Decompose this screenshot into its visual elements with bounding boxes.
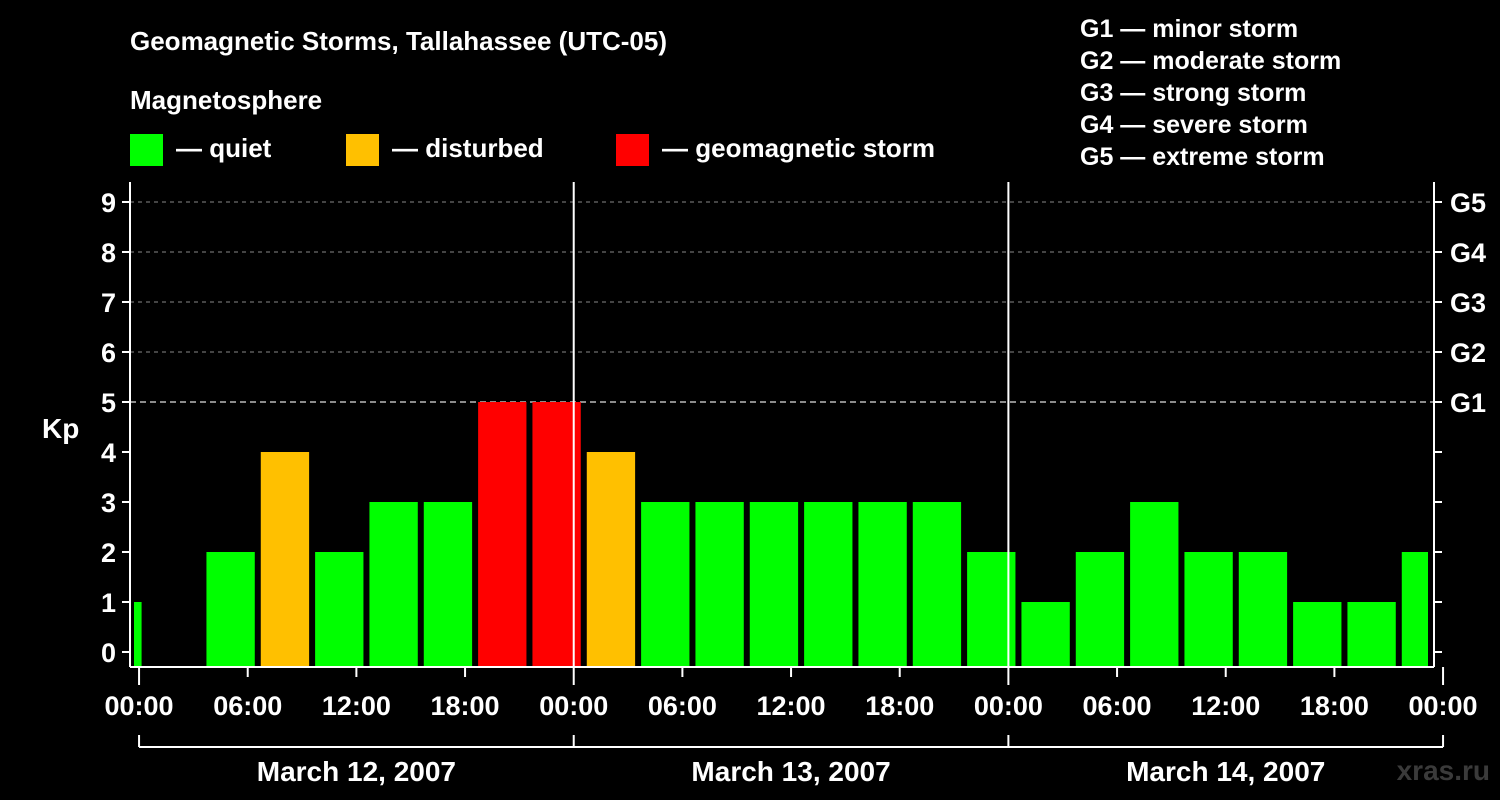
x-tick-label: 06:00 bbox=[213, 691, 282, 721]
kp-bar bbox=[858, 502, 907, 667]
kp-bar bbox=[134, 602, 142, 667]
kp-bar bbox=[369, 502, 418, 667]
scale-legend-g1: G1 — minor storm bbox=[1080, 15, 1298, 43]
g-level-label: G4 bbox=[1450, 238, 1486, 268]
x-tick-label: 06:00 bbox=[1083, 691, 1152, 721]
legend-label-disturbed: — disturbed bbox=[392, 133, 544, 163]
y-tick-label: 2 bbox=[101, 538, 116, 568]
kp-bar bbox=[749, 502, 799, 667]
kp-bar bbox=[1130, 502, 1179, 667]
kp-bar bbox=[1184, 552, 1233, 667]
legend-title: Magnetosphere bbox=[130, 85, 322, 115]
g-level-label: G2 bbox=[1450, 338, 1486, 368]
y-tick-label: 5 bbox=[101, 388, 116, 418]
kp-bar bbox=[206, 552, 255, 667]
kp-bar bbox=[423, 502, 473, 667]
day-label: March 13, 2007 bbox=[691, 756, 890, 787]
x-tick-label: 18:00 bbox=[431, 691, 500, 721]
legend-swatch-storm bbox=[616, 134, 649, 166]
y-tick-label: 7 bbox=[101, 288, 116, 318]
g-level-label: G5 bbox=[1450, 188, 1486, 218]
y-tick-label: 3 bbox=[101, 488, 116, 518]
x-tick-label: 00:00 bbox=[539, 691, 608, 721]
y-tick-label: 0 bbox=[101, 638, 116, 668]
x-tick-label: 06:00 bbox=[648, 691, 717, 721]
legend-label-quiet: — quiet bbox=[176, 133, 272, 163]
x-tick-label: 12:00 bbox=[322, 691, 391, 721]
bars bbox=[134, 402, 1428, 667]
y-tick-label: 6 bbox=[101, 338, 116, 368]
legend-swatch-quiet bbox=[130, 134, 163, 166]
day-label: March 12, 2007 bbox=[257, 756, 456, 787]
kp-bar bbox=[967, 552, 1016, 667]
watermark: xras.ru bbox=[1397, 755, 1490, 786]
scale-legend-g5: G5 — extreme storm bbox=[1080, 143, 1325, 171]
g-level-label: G3 bbox=[1450, 288, 1486, 318]
legend-swatch-disturbed bbox=[346, 134, 379, 166]
kp-bar bbox=[641, 502, 690, 667]
x-tick-label: 12:00 bbox=[757, 691, 826, 721]
kp-bar bbox=[1293, 602, 1342, 667]
y-axis-label: Kp bbox=[42, 413, 79, 444]
y-tick-label: 1 bbox=[101, 588, 116, 618]
kp-bar bbox=[1021, 602, 1070, 667]
kp-bar bbox=[912, 502, 962, 667]
kp-bar bbox=[586, 452, 636, 667]
chart-title: Geomagnetic Storms, Tallahassee (UTC-05) bbox=[130, 26, 667, 56]
x-tick-label: 00:00 bbox=[974, 691, 1043, 721]
day-label: March 14, 2007 bbox=[1126, 756, 1325, 787]
kp-bar bbox=[1238, 552, 1288, 667]
x-tick-label: 00:00 bbox=[1409, 691, 1478, 721]
scale-legend-g3: G3 — strong storm bbox=[1080, 79, 1306, 107]
legend-label-storm: — geomagnetic storm bbox=[662, 133, 935, 163]
kp-bar bbox=[315, 552, 364, 667]
kp-bar bbox=[1347, 602, 1396, 667]
scale-legend-g4: G4 — severe storm bbox=[1080, 111, 1308, 139]
kp-bar bbox=[1075, 552, 1125, 667]
axes: 0 1 2 3 4 5 6 7 8 9 G1 G2 G3 G4 G5 00:00 06:00 12:00 18:00… bbox=[101, 182, 1486, 787]
scale-legend-g2: G2 — moderate storm bbox=[1080, 47, 1341, 75]
kp-bar bbox=[695, 502, 744, 667]
g-level-label: G1 bbox=[1450, 388, 1486, 418]
x-tick-label: 18:00 bbox=[1300, 691, 1369, 721]
y-tick-label: 8 bbox=[101, 238, 116, 268]
x-tick-label: 00:00 bbox=[105, 691, 174, 721]
x-tick-label: 12:00 bbox=[1191, 691, 1260, 721]
y-tick-label: 9 bbox=[101, 188, 116, 218]
grid-lines bbox=[130, 201, 1434, 403]
kp-bar bbox=[1401, 552, 1428, 667]
y-tick-label: 4 bbox=[101, 438, 116, 468]
kp-bar bbox=[478, 402, 527, 667]
x-tick-label: 18:00 bbox=[865, 691, 934, 721]
kp-bar bbox=[260, 452, 310, 667]
kp-bar bbox=[804, 502, 853, 667]
